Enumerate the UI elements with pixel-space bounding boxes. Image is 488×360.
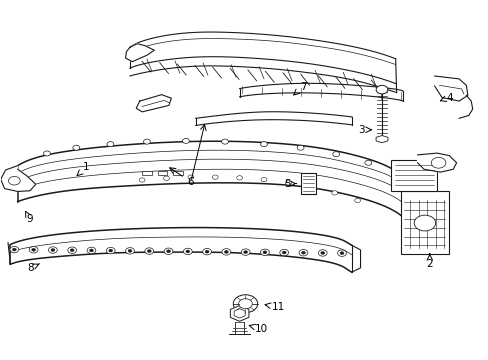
Bar (300, 173, 316, 194)
Circle shape (308, 185, 314, 189)
Polygon shape (417, 153, 456, 172)
Circle shape (187, 175, 193, 179)
Circle shape (48, 247, 57, 253)
Circle shape (8, 176, 20, 185)
Polygon shape (234, 309, 244, 318)
Circle shape (364, 160, 371, 165)
Circle shape (163, 176, 169, 180)
Circle shape (128, 249, 132, 252)
Circle shape (106, 247, 115, 254)
Circle shape (147, 249, 151, 252)
Circle shape (73, 145, 80, 150)
Circle shape (222, 249, 230, 255)
Circle shape (182, 138, 189, 143)
Polygon shape (375, 135, 387, 143)
Circle shape (337, 250, 346, 256)
Text: 2: 2 (426, 254, 432, 269)
Polygon shape (230, 306, 248, 321)
Text: 9: 9 (25, 211, 33, 224)
Circle shape (185, 250, 189, 253)
Circle shape (339, 252, 343, 255)
Circle shape (413, 215, 435, 231)
Circle shape (318, 250, 326, 256)
Polygon shape (125, 44, 154, 62)
Circle shape (221, 139, 228, 144)
Circle shape (279, 249, 288, 256)
Circle shape (32, 248, 36, 251)
Text: 6: 6 (169, 168, 194, 187)
Bar (142, 171, 152, 175)
Bar (390, 160, 436, 191)
Circle shape (430, 157, 445, 168)
Text: 8: 8 (27, 263, 40, 273)
Circle shape (144, 248, 153, 254)
Circle shape (70, 249, 74, 252)
Circle shape (87, 247, 96, 254)
Text: 7: 7 (293, 82, 305, 95)
Circle shape (260, 141, 267, 147)
Circle shape (51, 248, 55, 251)
Circle shape (260, 249, 269, 256)
Circle shape (224, 251, 228, 253)
Circle shape (285, 181, 291, 185)
Circle shape (375, 85, 387, 94)
Text: 5: 5 (284, 179, 296, 189)
Circle shape (301, 251, 305, 254)
Circle shape (203, 248, 211, 255)
Circle shape (282, 251, 285, 254)
Circle shape (241, 249, 249, 255)
Circle shape (261, 177, 266, 182)
Circle shape (299, 249, 307, 256)
Circle shape (236, 176, 242, 180)
Circle shape (125, 248, 134, 254)
Text: 4: 4 (439, 93, 452, 103)
Circle shape (238, 299, 252, 309)
Circle shape (143, 139, 150, 144)
Circle shape (108, 249, 112, 252)
Circle shape (89, 249, 93, 252)
Circle shape (233, 295, 257, 313)
Circle shape (320, 252, 324, 255)
Circle shape (243, 251, 247, 253)
Circle shape (68, 247, 77, 253)
Circle shape (139, 178, 145, 182)
Circle shape (12, 248, 16, 251)
Text: 11: 11 (264, 302, 285, 312)
Circle shape (212, 175, 218, 179)
Circle shape (107, 141, 114, 147)
Text: 3: 3 (358, 125, 370, 135)
Text: 1: 1 (77, 162, 89, 176)
Circle shape (205, 250, 209, 253)
Circle shape (332, 152, 339, 157)
Polygon shape (136, 95, 171, 112)
Bar (173, 171, 183, 175)
Circle shape (43, 151, 50, 156)
Bar (158, 171, 167, 175)
Circle shape (263, 251, 266, 254)
Circle shape (10, 246, 19, 253)
Polygon shape (434, 76, 467, 101)
Text: 10: 10 (249, 324, 267, 334)
Circle shape (183, 248, 192, 255)
Circle shape (29, 247, 38, 253)
Circle shape (331, 191, 337, 195)
Circle shape (354, 198, 360, 203)
Circle shape (164, 248, 173, 255)
Bar (400, 191, 448, 253)
Polygon shape (0, 166, 36, 192)
Circle shape (297, 145, 304, 150)
Circle shape (166, 250, 170, 253)
